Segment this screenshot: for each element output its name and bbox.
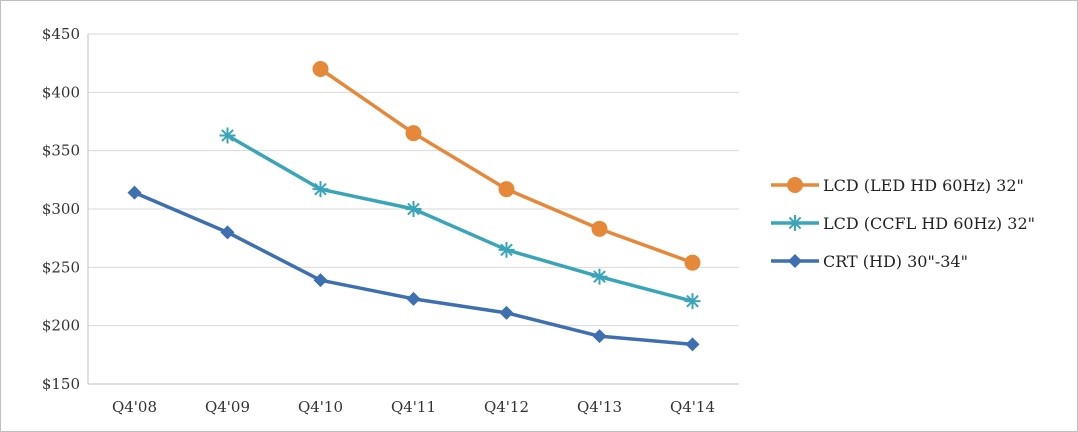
data-point	[684, 293, 701, 310]
legend-item: LCD (CCFL HD 60Hz) 32"	[771, 214, 1035, 233]
data-point	[592, 329, 607, 344]
legend-label: CRT (HD) 30"-34"	[823, 252, 968, 271]
data-point	[405, 125, 422, 142]
series-0	[312, 61, 701, 271]
data-point	[591, 220, 608, 237]
data-point	[684, 254, 701, 271]
y-tick-label: $150	[42, 375, 80, 393]
series-2	[127, 185, 700, 352]
data-point	[312, 61, 329, 77]
x-tick-label: Q4'08	[112, 398, 157, 416]
data-point	[219, 127, 236, 144]
legend-marker	[787, 215, 803, 231]
x-tick-label: Q4'09	[205, 398, 250, 416]
data-point	[312, 181, 329, 198]
y-tick-label: $200	[42, 317, 80, 335]
y-tick-label: $250	[42, 258, 80, 276]
data-point	[685, 337, 700, 352]
x-tick-label: Q4'11	[391, 398, 436, 416]
legend-label: LCD (LED HD 60Hz) 32"	[823, 176, 1024, 195]
legend: LCD (LED HD 60Hz) 32" LCD (CCFL HD 60Hz) …	[771, 176, 1035, 271]
data-point	[498, 181, 515, 198]
y-tick-label: $300	[42, 200, 80, 218]
series-lines	[127, 61, 701, 352]
gridlines	[88, 33, 739, 385]
y-tick-label: $400	[42, 83, 80, 101]
data-point	[127, 185, 142, 200]
legend-label: LCD (CCFL HD 60Hz) 32"	[823, 214, 1035, 233]
data-point	[406, 291, 421, 306]
data-point	[498, 241, 515, 258]
legend-marker	[788, 254, 802, 268]
data-point	[499, 305, 514, 320]
legend-marker	[787, 177, 803, 193]
series-line	[318, 67, 695, 265]
y-tick-label: $350	[42, 142, 80, 160]
data-point	[313, 273, 328, 288]
data-point	[220, 225, 235, 240]
x-tick-label: Q4'12	[484, 398, 529, 416]
y-tick-label: $450	[42, 25, 80, 43]
axes: $150 $200 $250 $300 $350 $400 $450 Q4'08 Q4'09 Q4…	[42, 25, 739, 416]
legend-item: CRT (HD) 30"-34"	[771, 252, 968, 271]
data-point	[591, 268, 608, 285]
legend-item: LCD (LED HD 60Hz) 32"	[771, 176, 1024, 195]
series-line	[225, 133, 695, 303]
series-1	[219, 127, 701, 310]
data-point	[405, 201, 422, 217]
x-tick-label: Q4'10	[298, 398, 343, 416]
x-tick-label: Q4'14	[670, 398, 715, 416]
x-tick-label: Q4'13	[577, 398, 622, 416]
